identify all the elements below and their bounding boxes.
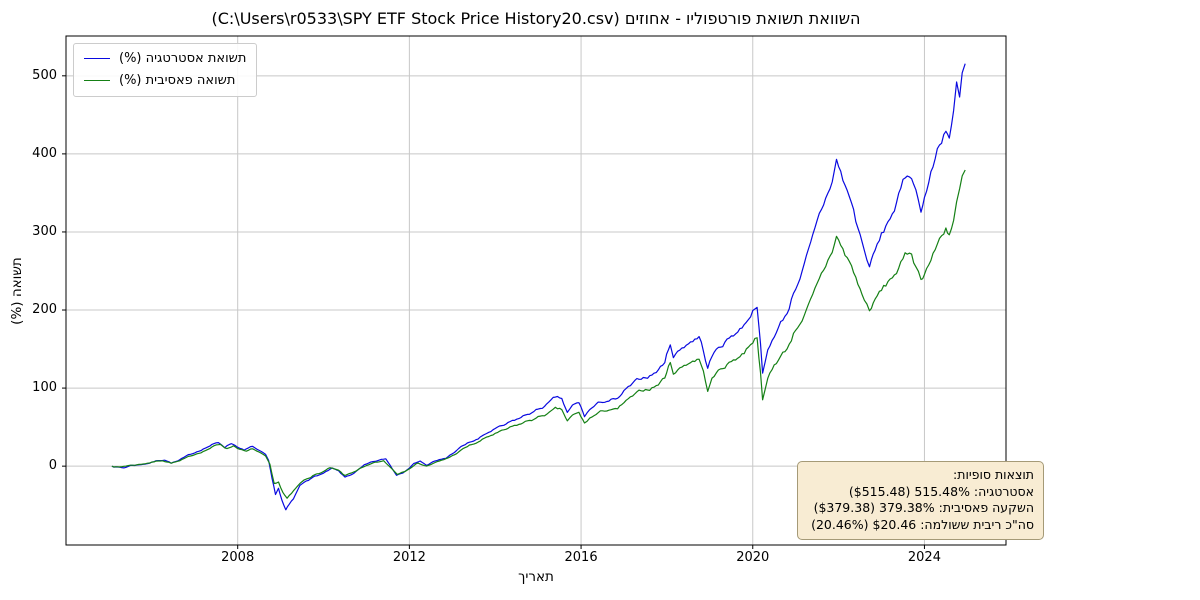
legend-item-passive: תשואה פאסיבית (%): [84, 73, 246, 88]
y-tick-label: 500: [32, 67, 57, 83]
x-tick-label: 2024: [907, 550, 941, 565]
annotation-line-interest: סה"כ ריבית ששולמה: $20.46 (20.46%): [811, 516, 1034, 532]
y-tick-label: 300: [32, 223, 57, 239]
y-tick-label: 400: [32, 145, 57, 161]
annotation-line-strategy: אסטרטגיה: 515.48% ($515.48): [848, 483, 1034, 499]
y-tick-label: 100: [32, 380, 57, 396]
legend-label-strategy: תשואת אסטרטגיה (%): [119, 51, 247, 66]
x-tick-label: 2020: [736, 550, 770, 565]
axes-frame: [65, 35, 1007, 546]
passive-line-swatch: [84, 80, 110, 81]
annotation-line-passive: השקעה פאסיבית: 379.38% ($379.38): [813, 500, 1034, 516]
strategy-line: [111, 63, 966, 511]
chart-title: השוואת תשואת פורטפוליו - אחוזים (C:\User…: [211, 9, 861, 28]
legend-label-passive: תשואה פאסיבית (%): [119, 73, 236, 88]
y-tick-label: 0: [48, 458, 57, 474]
x-axis-label: תאריך: [518, 569, 554, 585]
x-tick-label: 2016: [564, 550, 598, 565]
legend: תשואת אסטרטגיה (%) תשואה פאסיבית (%): [73, 43, 258, 97]
passive-line: [111, 169, 966, 499]
results-annotation: תוצאות סופיות: אסטרטגיה: 515.48% ($515.4…: [797, 461, 1044, 541]
y-tick-label: 200: [32, 302, 57, 318]
annotation-line-header: תוצאות סופיות:: [953, 467, 1034, 482]
x-tick-label: 2012: [392, 550, 426, 565]
strategy-line-swatch: [84, 58, 110, 59]
x-tick-label: 2008: [221, 550, 255, 565]
legend-item-strategy: תשואת אסטרטגיה (%): [84, 51, 246, 66]
